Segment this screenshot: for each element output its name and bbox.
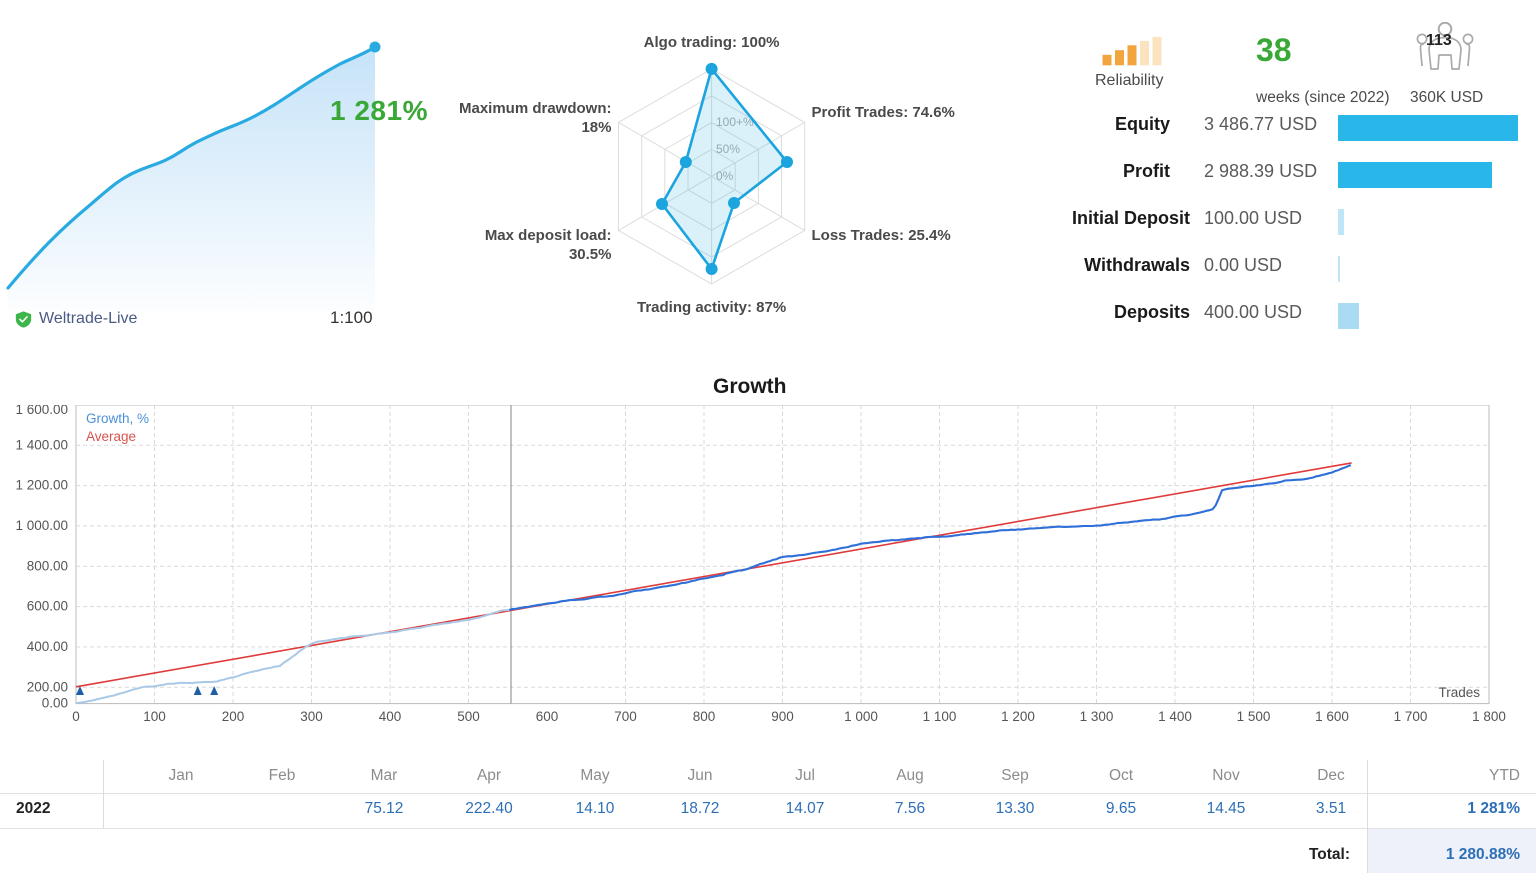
svg-text:300: 300 — [300, 709, 323, 724]
svg-text:1 400: 1 400 — [1158, 709, 1192, 724]
svg-text:100: 100 — [143, 709, 166, 724]
svg-text:600: 600 — [536, 709, 559, 724]
svg-text:Algo trading: 100%: Algo trading: 100% — [644, 34, 780, 51]
svg-text:1 000.00: 1 000.00 — [15, 518, 68, 533]
svg-text:1 100: 1 100 — [923, 709, 957, 724]
svg-text:1 600: 1 600 — [1315, 709, 1349, 724]
svg-text:900: 900 — [771, 709, 794, 724]
svg-text:1 700: 1 700 — [1394, 709, 1428, 724]
svg-text:Loss Trades: 25.4%: Loss Trades: 25.4% — [812, 227, 951, 244]
svg-text:1 800: 1 800 — [1472, 709, 1506, 724]
svg-text:400: 400 — [379, 709, 402, 724]
svg-text:800: 800 — [693, 709, 716, 724]
svg-text:200.00: 200.00 — [27, 679, 68, 694]
svg-text:1 000: 1 000 — [844, 709, 878, 724]
svg-text:Growth, %: Growth, % — [86, 411, 149, 426]
svg-text:1 400.00: 1 400.00 — [15, 437, 68, 452]
svg-text:Trading activity: 87%: Trading activity: 87% — [637, 299, 786, 316]
svg-text:1 300: 1 300 — [1080, 709, 1114, 724]
svg-text:1 600.00: 1 600.00 — [15, 405, 68, 417]
svg-text:18%: 18% — [581, 119, 611, 136]
svg-text:200: 200 — [222, 709, 245, 724]
svg-text:700: 700 — [614, 709, 637, 724]
svg-text:500: 500 — [457, 709, 480, 724]
svg-text:800.00: 800.00 — [27, 558, 68, 573]
svg-text:Trades: Trades — [1438, 685, 1480, 700]
svg-text:Maximum drawdown:: Maximum drawdown: — [459, 100, 612, 117]
svg-text:0.00: 0.00 — [42, 696, 68, 711]
svg-text:400.00: 400.00 — [27, 639, 68, 654]
svg-text:Average: Average — [86, 429, 136, 444]
svg-text:1 500: 1 500 — [1237, 709, 1271, 724]
svg-text:0: 0 — [72, 709, 80, 724]
svg-text:1 200: 1 200 — [1001, 709, 1035, 724]
svg-text:1 200.00: 1 200.00 — [15, 478, 68, 493]
svg-text:600.00: 600.00 — [27, 599, 68, 614]
svg-text:Max deposit load:: Max deposit load: — [485, 227, 612, 244]
svg-text:30.5%: 30.5% — [569, 246, 612, 263]
svg-text:Profit Trades: 74.6%: Profit Trades: 74.6% — [812, 104, 955, 121]
